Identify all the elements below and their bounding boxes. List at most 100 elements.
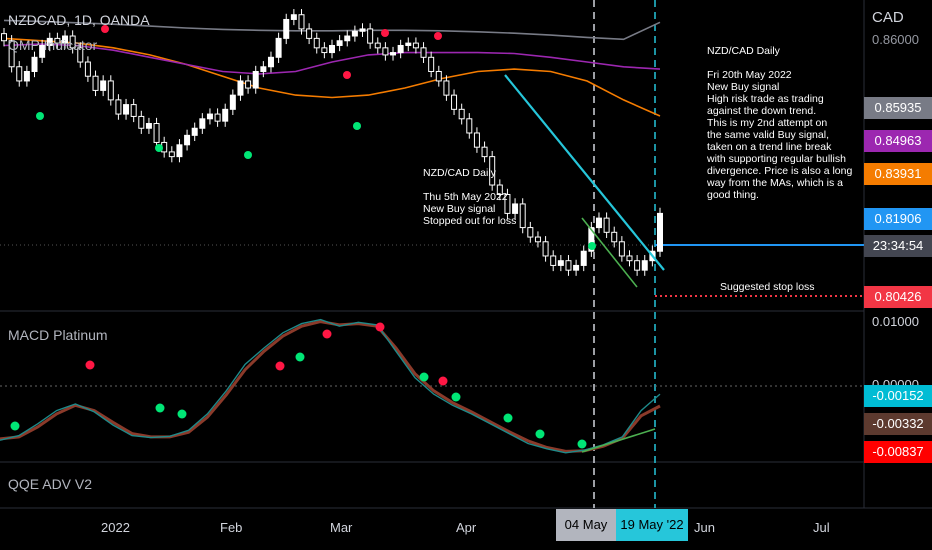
annotation-note-right: NZD/CAD Daily Fri 20th May 2022 New Buy … xyxy=(707,45,853,201)
candle-body xyxy=(8,40,15,68)
candle-body xyxy=(351,30,358,37)
candle-body xyxy=(496,184,503,195)
candle-body xyxy=(39,44,46,58)
time-label-2022: 2022 xyxy=(101,520,130,535)
candle-body xyxy=(412,42,419,49)
time-label-jun: Jun xyxy=(694,520,715,535)
candle-body xyxy=(107,80,114,101)
price-tick-top: 0.86000 xyxy=(872,32,919,47)
candle-body xyxy=(573,264,580,271)
macd-buy-dot xyxy=(535,429,545,439)
macd-buy-dot xyxy=(577,439,587,449)
macd-sell-dot xyxy=(438,376,448,386)
candle-body xyxy=(321,47,328,54)
candle-body xyxy=(245,80,252,89)
candle-body xyxy=(123,104,130,115)
moving-average-2 xyxy=(3,43,661,75)
macd-buy-dot xyxy=(295,352,305,362)
macd-buy-dot xyxy=(10,421,20,431)
candle-body xyxy=(260,66,267,72)
candle-body xyxy=(519,203,526,229)
qmp-buy-dot xyxy=(36,112,44,120)
qmp-sell-dot xyxy=(343,71,351,79)
candle-body xyxy=(298,14,305,30)
macd-sell-dot xyxy=(85,360,95,370)
candle-body xyxy=(595,217,602,229)
moving-average-1 xyxy=(3,37,661,117)
candle-body xyxy=(115,99,122,115)
macd-buy-dot xyxy=(451,392,461,402)
candle-body xyxy=(618,241,625,257)
qmp-buy-dot xyxy=(244,151,252,159)
candle-body xyxy=(435,70,442,82)
qmp-sell-dot xyxy=(434,32,442,40)
currency-label: CAD xyxy=(872,9,904,26)
candle-body xyxy=(344,35,351,42)
candle-body xyxy=(336,40,343,46)
candle-body xyxy=(557,260,564,266)
macd-divergence-line xyxy=(581,428,656,453)
indicator-label-qqe: QQE ADV V2 xyxy=(8,476,93,492)
price-badge-last: 0.81906 xyxy=(864,208,932,230)
candle-body xyxy=(199,118,206,129)
candle-body xyxy=(458,108,465,120)
candle-body xyxy=(16,66,23,82)
macd-signal-line xyxy=(0,318,661,454)
price-badge-ma-mid: 0.84963 xyxy=(864,130,932,152)
macd-buy-dot xyxy=(503,413,513,423)
candle-body xyxy=(54,37,61,44)
candle-body xyxy=(130,104,137,117)
candle-body xyxy=(527,227,534,238)
countdown-badge: 23:34:54 xyxy=(864,235,932,257)
macd-buy-dot xyxy=(419,372,429,382)
candle-body xyxy=(512,203,519,214)
candle-body xyxy=(77,47,84,63)
candle-body xyxy=(443,80,450,96)
qmp-buy-dot xyxy=(155,144,163,152)
qmp-sell-dot xyxy=(381,29,389,37)
candle-body xyxy=(534,236,541,243)
candle-body xyxy=(481,146,488,158)
candle-body xyxy=(397,44,404,54)
candle-body xyxy=(504,193,511,214)
candle-body xyxy=(191,127,198,136)
candle-body xyxy=(267,56,274,68)
candle-body xyxy=(588,227,595,252)
time-label-apr: Apr xyxy=(456,520,477,535)
macd-badge-hist: -0.00837 xyxy=(864,441,932,463)
candle-body xyxy=(359,28,366,32)
time-badge-may04: 04 May '22 xyxy=(556,509,616,550)
candle-body xyxy=(153,123,160,143)
candle-body xyxy=(62,35,69,44)
candle-body xyxy=(100,80,107,91)
candle-body xyxy=(405,42,412,46)
candle-body xyxy=(580,250,587,266)
candle-body xyxy=(657,212,663,252)
candle-body xyxy=(31,56,38,72)
candle-body xyxy=(451,94,458,110)
time-badge-may19: 19 May '22 xyxy=(616,509,688,541)
candle-body xyxy=(473,132,480,148)
candle-body xyxy=(550,255,557,266)
macd-buy-dot xyxy=(155,403,165,413)
candle-body xyxy=(206,113,213,120)
candle-body xyxy=(466,118,473,134)
candle-body xyxy=(626,255,633,262)
candle-body xyxy=(611,231,618,243)
moving-average-3 xyxy=(3,19,661,41)
candle-body xyxy=(184,134,191,146)
candle-body xyxy=(367,28,374,44)
time-label-feb: Feb xyxy=(220,520,243,535)
downtrend-line xyxy=(504,74,665,271)
macd-sell-dot xyxy=(322,329,332,339)
candle-body xyxy=(46,37,53,46)
candle-body xyxy=(237,80,244,96)
candle-body xyxy=(420,47,427,58)
price-badge-ma-fast: 0.83931 xyxy=(864,163,932,185)
price-badge-ma-slow: 0.85935 xyxy=(864,97,932,119)
candle-body xyxy=(176,144,183,158)
candle-body xyxy=(229,94,236,110)
candle-body xyxy=(92,75,99,91)
